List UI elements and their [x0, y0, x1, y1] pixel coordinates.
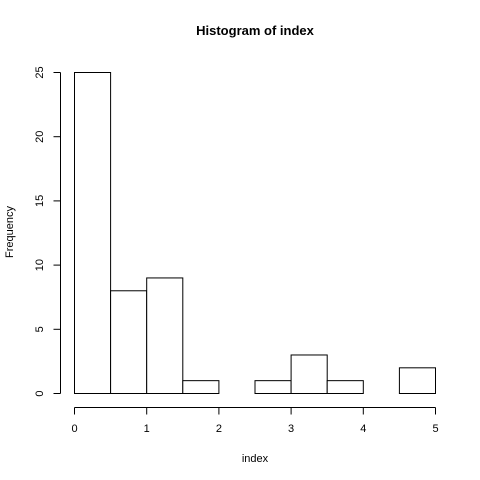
y-tick-label-1: 5 [34, 326, 46, 332]
y-axis: 0 5 10 15 20 25 [34, 66, 61, 397]
x-axis: 0 1 2 3 4 5 [71, 407, 439, 435]
histogram-bar-6 [290, 354, 328, 395]
y-axis-label: Frequency [4, 206, 16, 258]
histogram-bar-5 [254, 380, 292, 395]
bars-group [74, 72, 436, 395]
x-tick-label-4: 4 [360, 423, 366, 435]
y-tick-label-2: 10 [34, 259, 46, 271]
histogram-bar-9 [398, 367, 436, 395]
chart-title: Histogram of index [196, 23, 315, 38]
x-tick-label-2: 2 [216, 423, 222, 435]
y-tick-label-4: 20 [34, 131, 46, 143]
histogram-bar-2 [146, 277, 184, 394]
x-axis-label: index [242, 453, 269, 465]
x-tick-label-3: 3 [288, 423, 294, 435]
x-tick-label-5: 5 [432, 423, 438, 435]
histogram-bar-1 [110, 290, 148, 394]
histogram-bar-7 [326, 380, 364, 395]
y-tick-label-3: 15 [34, 195, 46, 207]
x-tick-label-0: 0 [71, 423, 77, 435]
histogram-bar-3 [182, 380, 220, 395]
x-tick-label-1: 1 [144, 423, 150, 435]
histogram-bar-0 [74, 72, 112, 394]
y-tick-label-0: 0 [34, 390, 46, 396]
y-tick-label-5: 25 [34, 66, 46, 78]
